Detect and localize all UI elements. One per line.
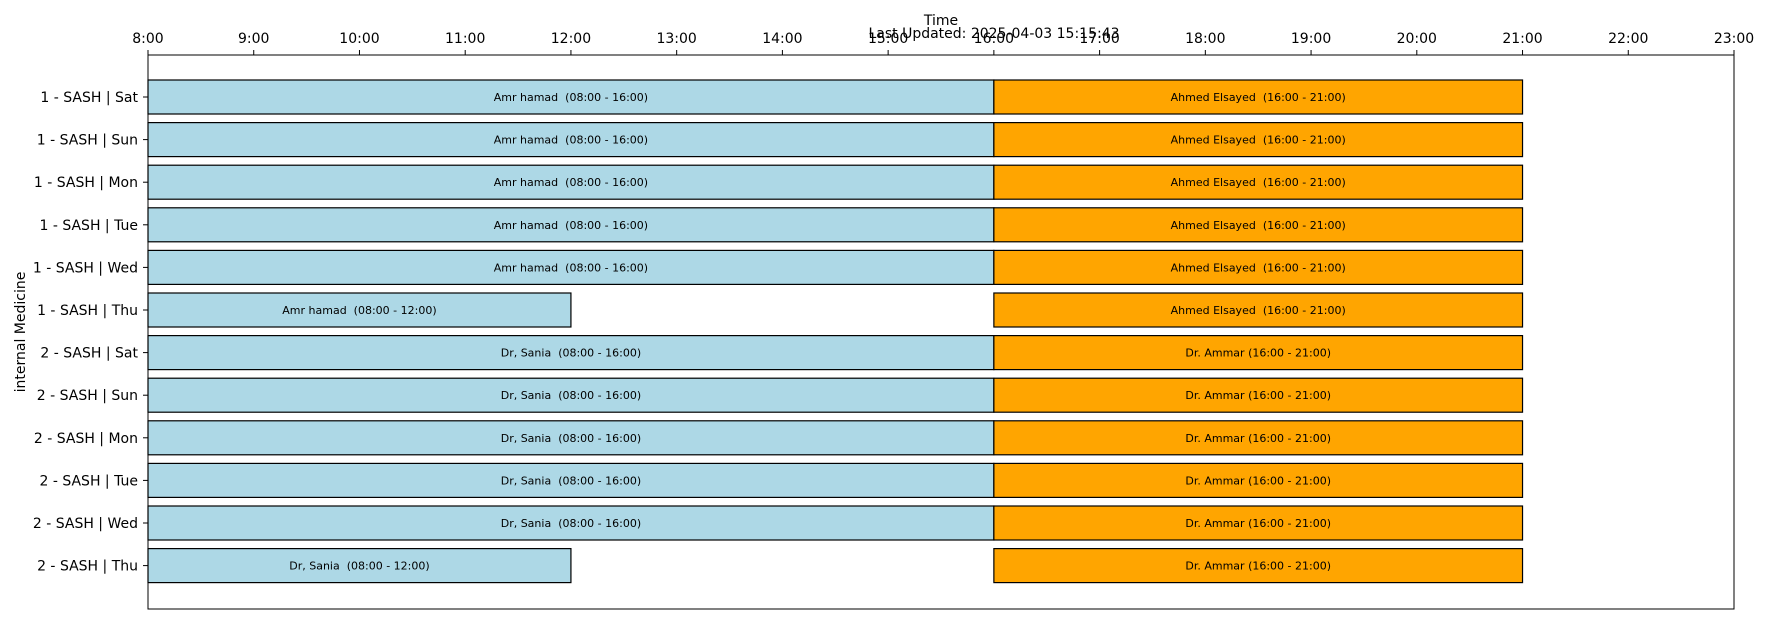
shift-bar-label: Ahmed Elsayed (16:00 - 21:00) [1171, 219, 1346, 232]
shift-bar-label: Dr, Sania (08:00 - 16:00) [501, 474, 641, 487]
x-tick-label: 9:00 [238, 31, 269, 47]
evening-shift-bar [993, 292, 1524, 328]
x-tick-label: 10:00 [339, 31, 379, 47]
evening-shift-bar [993, 462, 1524, 498]
shift-bar-label: Amr hamad (08:00 - 16:00) [494, 134, 648, 147]
x-tick-label: 11:00 [445, 31, 485, 47]
morning-shift-bar [147, 547, 572, 584]
morning-shift-bar [147, 420, 995, 456]
evening-shift-bar [993, 249, 1524, 285]
x-tick-label: 15:00 [868, 31, 908, 47]
x-tick-label: 22:00 [1608, 31, 1648, 47]
shift-bar-label: Amr hamad (08:00 - 12:00) [282, 304, 436, 317]
row-label: 1 - SASH | Sun [37, 133, 138, 149]
x-tick-label: 19:00 [1291, 31, 1331, 47]
evening-shift-bar [993, 377, 1524, 413]
row-label: 1 - SASH | Mon [34, 175, 138, 191]
shift-bar-label: Amr hamad (08:00 - 16:00) [494, 176, 648, 189]
row-label: 2 - SASH | Thu [37, 559, 138, 575]
x-axis-label: Time [923, 13, 958, 29]
row-label: 1 - SASH | Sat [40, 90, 138, 106]
morning-shift-bar [147, 462, 995, 498]
evening-shift-bar [993, 505, 1524, 541]
x-tick-label: 18:00 [1185, 31, 1225, 47]
shift-bar-label: Dr. Ammar (16:00 - 21:00) [1185, 389, 1331, 402]
x-tick-label: 14:00 [762, 31, 802, 47]
shift-bar-label: Dr. Ammar (16:00 - 21:00) [1185, 474, 1331, 487]
x-tick-label: 12:00 [551, 31, 591, 47]
shift-bars: Amr hamad (08:00 - 16:00) Ahmed Elsayed (… [147, 79, 1524, 584]
shift-bar-label: Amr hamad (08:00 - 16:00) [494, 261, 648, 274]
shift-bar-label: Dr. Ammar (16:00 - 21:00) [1185, 432, 1331, 445]
shift-bar-label: Dr. Ammar (16:00 - 21:00) [1185, 347, 1331, 360]
shift-bar-label: Dr, Sania (08:00 - 16:00) [501, 389, 641, 402]
shift-bar-label: Dr, Sania (08:00 - 16:00) [501, 347, 641, 360]
y-axis-label: internal Medicine [13, 272, 29, 393]
x-tick-label: 16:00 [974, 31, 1014, 47]
row-label: 1 - SASH | Wed [33, 260, 138, 276]
row-label: 2 - SASH | Wed [33, 516, 138, 532]
evening-shift-bar [993, 121, 1524, 158]
evening-shift-bar [993, 207, 1524, 243]
x-tick-label: 21:00 [1502, 31, 1542, 47]
shift-bar-label: Ahmed Elsayed (16:00 - 21:00) [1171, 176, 1346, 189]
shift-bar-label: Ahmed Elsayed (16:00 - 21:00) [1171, 91, 1346, 104]
morning-shift-bar [147, 377, 995, 413]
morning-shift-bar [147, 207, 995, 243]
evening-shift-bar [993, 79, 1524, 115]
morning-shift-bar [147, 292, 572, 328]
shift-bar-label: Amr hamad (08:00 - 16:00) [494, 219, 648, 232]
morning-shift-bar [147, 164, 995, 200]
shift-bar-label: Dr. Ammar (16:00 - 21:00) [1185, 560, 1331, 573]
evening-shift-bar [993, 164, 1524, 200]
shift-bar-label: Ahmed Elsayed (16:00 - 21:00) [1171, 261, 1346, 274]
shift-bar-label: Dr, Sania (08:00 - 16:00) [501, 517, 641, 530]
shift-bar-label: Ahmed Elsayed (16:00 - 21:00) [1171, 304, 1346, 317]
row-label: 2 - SASH | Sun [37, 388, 138, 404]
x-tick-label: 23:00 [1714, 31, 1754, 47]
x-tick-label: 8:00 [132, 31, 163, 47]
y-axis-row-labels: 1 - SASH | Sat 1 - SASH | Sun 1 - SASH | M… [33, 90, 148, 575]
morning-shift-bar [147, 249, 995, 285]
morning-shift-bar [147, 121, 995, 158]
evening-shift-bar [993, 547, 1524, 584]
evening-shift-bar [993, 335, 1524, 371]
shift-bar-label: Amr hamad (08:00 - 16:00) [494, 91, 648, 104]
row-label: 1 - SASH | Thu [37, 303, 138, 319]
shift-bar-label: Dr, Sania (08:00 - 12:00) [289, 560, 429, 573]
row-label: 2 - SASH | Mon [34, 431, 138, 447]
shift-bar-label: Dr, Sania (08:00 - 16:00) [501, 432, 641, 445]
evening-shift-bar [993, 420, 1524, 456]
x-tick-label: 17:00 [1079, 31, 1119, 47]
row-label: 1 - SASH | Tue [39, 218, 138, 234]
x-axis-ticks: 8:00 9:00 10:00 11:00 12:00 13:00 14:00 15:00 16… [132, 31, 1754, 55]
morning-shift-bar [147, 79, 995, 115]
x-tick-label: 13:00 [656, 31, 696, 47]
row-label: 2 - SASH | Sat [40, 346, 138, 362]
shift-bar-label: Dr. Ammar (16:00 - 21:00) [1185, 517, 1331, 530]
x-tick-label: 20:00 [1397, 31, 1437, 47]
shift-bar-label: Ahmed Elsayed (16:00 - 21:00) [1171, 134, 1346, 147]
chart-subtitle: Last Updated: 2025-04-03 15:15:43 [868, 26, 1119, 42]
row-label: 2 - SASH | Tue [39, 473, 138, 489]
